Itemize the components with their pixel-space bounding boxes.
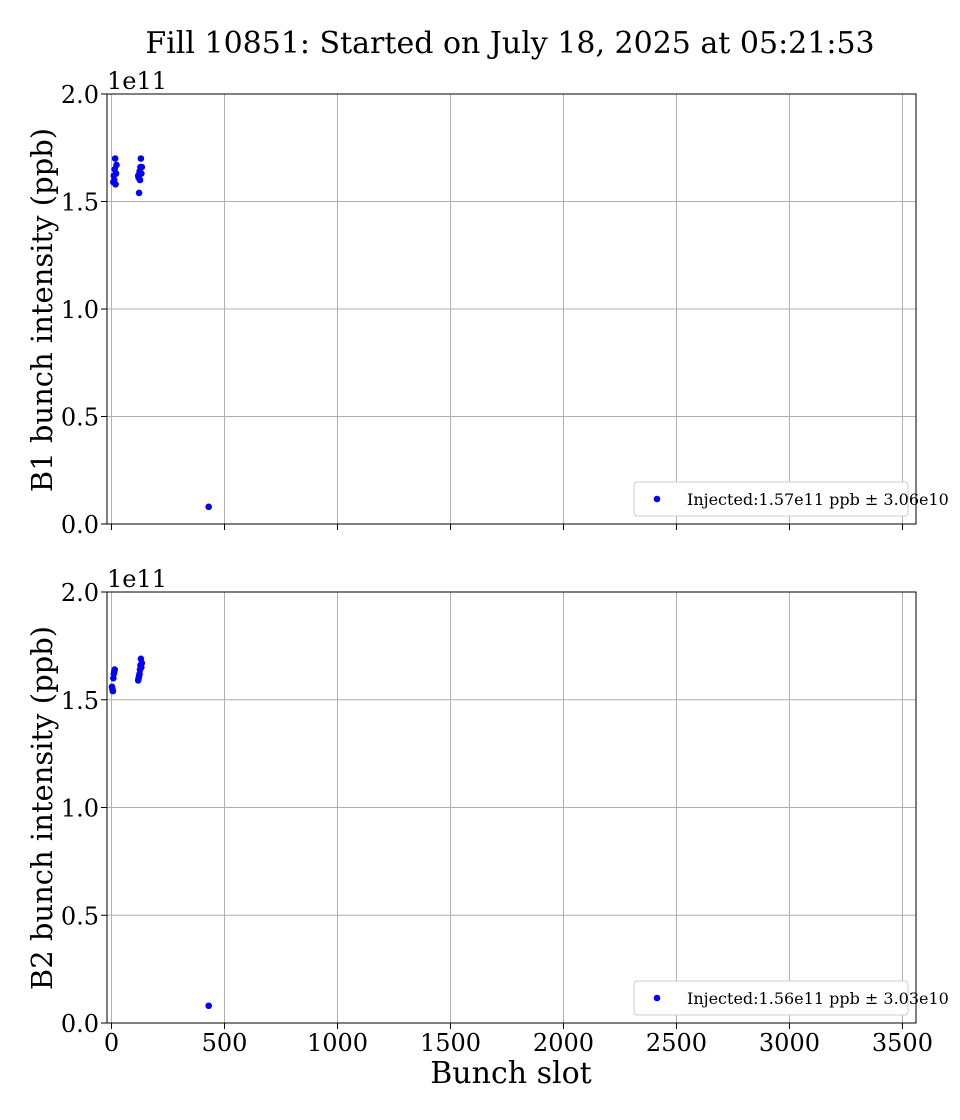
x-axis-label: Bunch slot bbox=[430, 1056, 591, 1091]
data-point bbox=[112, 170, 120, 177]
data-point bbox=[137, 155, 145, 162]
x-tick-label: 1500 bbox=[420, 1029, 481, 1057]
x-tick-label: 500 bbox=[202, 1029, 248, 1057]
y-offset-label: 1e11 bbox=[107, 565, 167, 593]
y-axis-label: B1 bunch intensity (ppb) bbox=[25, 128, 59, 492]
plot-frame bbox=[106, 93, 917, 525]
data-point bbox=[136, 176, 144, 184]
data-point bbox=[138, 170, 145, 177]
y-tick-label: 0.5 bbox=[61, 902, 99, 930]
data-point bbox=[205, 503, 212, 511]
y-tick-label: 2.0 bbox=[61, 579, 99, 607]
b2-intensity-panel: 0 500 1000 1500 2000 2500 3000 3500 0.0 0.5 1.0 1.5… bbox=[25, 565, 949, 1057]
x-tick-label: 2500 bbox=[646, 1029, 707, 1057]
y-offset-label: 1e11 bbox=[107, 67, 167, 95]
legend-label: Injected:1.56e11 ppb ± 3.03e10 bbox=[687, 989, 949, 1008]
x-tick-label: 0 bbox=[104, 1029, 119, 1057]
y-tick-label: 1.0 bbox=[61, 296, 99, 324]
y-tick-label: 1.5 bbox=[61, 687, 99, 715]
legend-label: Injected:1.57e11 ppb ± 3.06e10 bbox=[687, 490, 949, 509]
data-point bbox=[138, 163, 146, 171]
data-point bbox=[112, 181, 119, 188]
legend-box bbox=[633, 481, 909, 517]
data-point bbox=[113, 161, 120, 169]
y-tick-label: 2.0 bbox=[61, 81, 99, 109]
legend-marker bbox=[653, 994, 661, 1002]
b1-intensity-panel: 0.0 0.5 1.0 1.5 2.0 1e11 B1 bunch intensity (p… bbox=[25, 67, 949, 539]
x-tick-label: 3000 bbox=[759, 1029, 820, 1057]
data-point bbox=[135, 189, 143, 197]
data-point bbox=[205, 1002, 212, 1010]
data-point bbox=[111, 666, 118, 673]
y-tick-label: 0.5 bbox=[61, 404, 99, 432]
data-point bbox=[111, 155, 119, 162]
y-axis-label: B2 bunch intensity (ppb) bbox=[25, 626, 59, 990]
y-tick-label: 1.0 bbox=[61, 795, 99, 823]
data-point bbox=[109, 687, 117, 695]
x-tick-label: 1000 bbox=[307, 1029, 368, 1057]
x-tick-label: 2000 bbox=[533, 1029, 594, 1057]
y-tick-label: 0.0 bbox=[61, 511, 99, 539]
legend-box bbox=[633, 980, 909, 1016]
plot-frame bbox=[106, 591, 917, 1024]
y-tick-label: 1.5 bbox=[61, 189, 99, 217]
chart-title: Fill 10851: Started on July 18, 2025 at … bbox=[145, 26, 874, 61]
y-tick-label: 0.0 bbox=[61, 1010, 99, 1038]
x-tick-label: 3500 bbox=[872, 1029, 933, 1057]
legend-marker bbox=[653, 495, 661, 503]
data-point bbox=[138, 659, 146, 667]
